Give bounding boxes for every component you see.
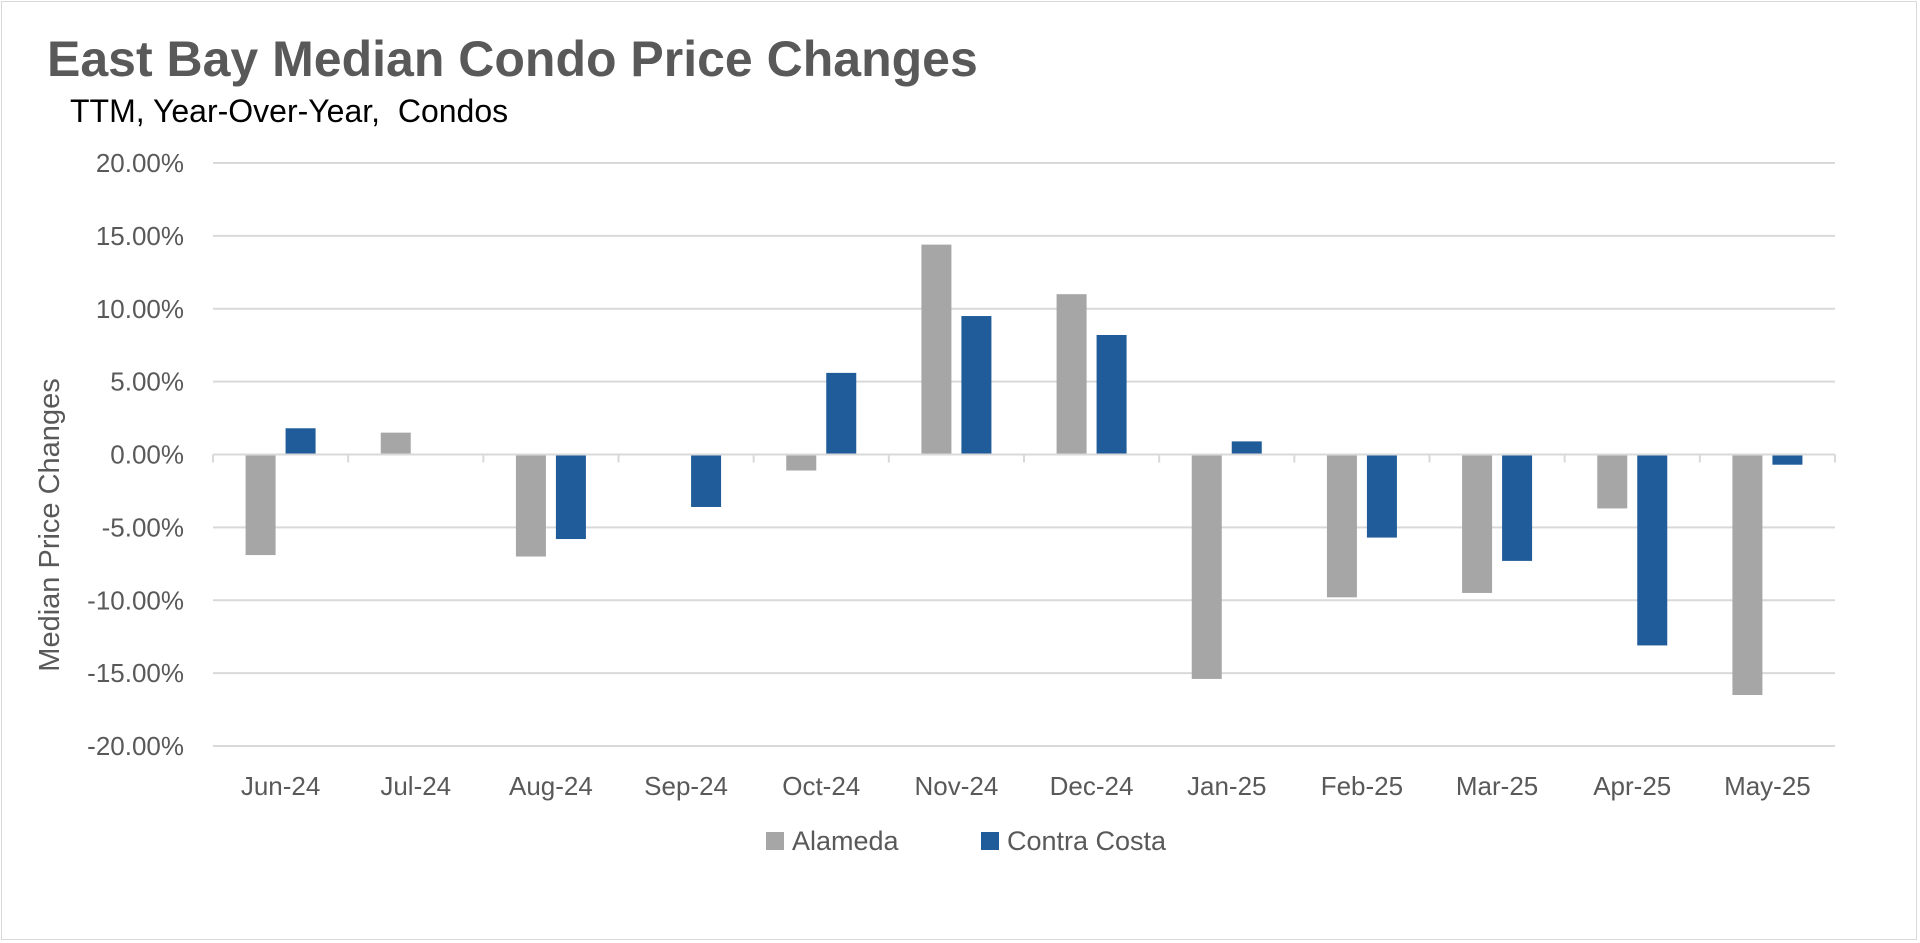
bar-contra-costa-nov-24 (961, 316, 992, 455)
legend-label: Alameda (792, 826, 900, 856)
x-tick-label: Aug-24 (509, 771, 593, 801)
bar-contra-costa-aug-24 (555, 454, 586, 540)
x-tick-label: Apr-25 (1593, 771, 1671, 801)
x-tick-label: Jul-24 (380, 771, 451, 801)
x-tick-label: Feb-25 (1321, 771, 1403, 801)
x-tick-label: May-25 (1724, 771, 1811, 801)
x-axis-ticks: Jun-24 Jul-24 Aug-24 Sep-24 Oct-24 Nov-24 Dec-… (241, 771, 1811, 801)
x-tick-label: Jan-25 (1187, 771, 1267, 801)
bars (245, 244, 1803, 695)
legend-swatch (981, 832, 999, 850)
bar-alameda-mar-25 (1462, 454, 1493, 593)
bar-alameda-oct-24 (786, 454, 817, 471)
bar-alameda-feb-25 (1326, 454, 1357, 598)
x-tick-label: Sep-24 (644, 771, 728, 801)
bar-alameda-dec-24 (1056, 294, 1087, 455)
y-axis-ticks: 20.00% 15.00% 10.00% 5.00% 0.00% -5.00% -10.00… (87, 148, 184, 761)
x-tick-label: Jun-24 (241, 771, 321, 801)
y-tick-label: 20.00% (96, 148, 184, 178)
x-tick-label: Oct-24 (782, 771, 860, 801)
y-tick-label: -20.00% (87, 731, 184, 761)
bar-contra-costa-sep-24 (691, 454, 722, 507)
bar-alameda-nov-24 (921, 244, 952, 455)
y-tick-label: -15.00% (87, 658, 184, 688)
bar-contra-costa-dec-24 (1096, 334, 1127, 455)
y-tick-label: 5.00% (110, 367, 184, 397)
bar-contra-costa-jan-25 (1231, 441, 1262, 455)
bar-alameda-may-25 (1732, 454, 1763, 695)
x-tick-label: Dec-24 (1050, 771, 1134, 801)
legend-label: Contra Costa (1007, 826, 1167, 856)
gridlines (213, 162, 1835, 747)
x-tick-label: Mar-25 (1456, 771, 1538, 801)
chart-subtitle: TTM, Year-Over-Year, Condos (70, 93, 509, 129)
bar-contra-costa-mar-25 (1502, 454, 1533, 561)
y-tick-label: -5.00% (102, 512, 184, 542)
y-tick-label: 15.00% (96, 221, 184, 251)
bar-alameda-jul-24 (380, 432, 411, 455)
x-tick-label: Nov-24 (915, 771, 999, 801)
bar-contra-costa-apr-25 (1637, 454, 1668, 646)
legend-swatch (766, 832, 784, 850)
y-tick-label: 0.00% (110, 440, 184, 470)
bar-alameda-jan-25 (1191, 454, 1222, 679)
chart-title: East Bay Median Condo Price Changes (47, 31, 978, 87)
bar-alameda-jun-24 (245, 454, 276, 556)
bar-contra-costa-may-25 (1772, 454, 1803, 465)
x-axis (212, 453, 1836, 463)
bar-contra-costa-oct-24 (826, 372, 857, 455)
bar-contra-costa-feb-25 (1366, 454, 1397, 538)
y-tick-label: -10.00% (87, 585, 184, 615)
y-tick-label: 10.00% (96, 294, 184, 324)
legend: Alameda Contra Costa (766, 826, 1167, 856)
y-axis-label: Median Price Changes (34, 378, 66, 671)
bar-contra-costa-jun-24 (285, 428, 316, 455)
bar-alameda-aug-24 (515, 454, 546, 557)
bar-alameda-apr-25 (1597, 454, 1628, 509)
